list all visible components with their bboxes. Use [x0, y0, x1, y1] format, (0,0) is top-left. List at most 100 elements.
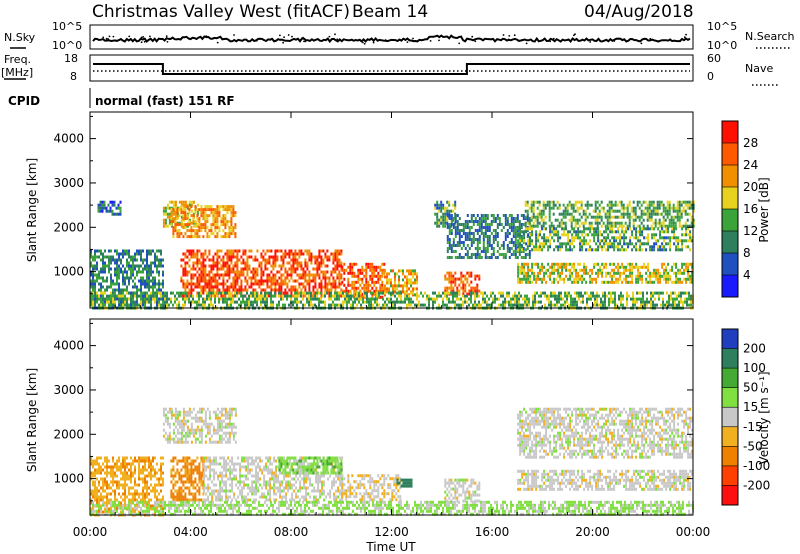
nsky-dot	[149, 35, 151, 38]
power-cell	[460, 223, 463, 226]
power-cell	[488, 303, 490, 307]
power-cell	[174, 226, 177, 230]
power-cell	[558, 203, 561, 207]
power-cell	[222, 261, 225, 265]
power-cell	[146, 294, 148, 298]
power-cell	[448, 226, 451, 229]
power-cell	[613, 236, 616, 240]
power-cell	[278, 276, 281, 280]
power-cell	[130, 300, 132, 304]
power-cell	[148, 285, 150, 289]
power-cell	[216, 211, 219, 215]
power-cell	[384, 284, 386, 288]
power-cell	[304, 279, 307, 283]
power-cell	[444, 209, 447, 213]
power-cell	[160, 294, 162, 298]
power-cell	[126, 264, 128, 268]
power-cell	[672, 300, 674, 304]
power-cell	[613, 248, 616, 252]
power-cell	[246, 279, 249, 283]
power-cell	[196, 249, 199, 253]
power-cell	[216, 270, 219, 274]
power-cell	[468, 289, 471, 293]
power-cell	[599, 233, 602, 237]
power-cell	[482, 291, 484, 295]
power-cell	[216, 255, 219, 259]
power-cell	[190, 235, 193, 239]
nsky-dot	[576, 38, 578, 41]
power-cell	[591, 280, 594, 284]
power-cell	[214, 273, 217, 277]
power-cell	[192, 282, 195, 286]
power-cell	[543, 233, 546, 237]
power-cell	[90, 255, 92, 259]
power-cell	[654, 212, 657, 216]
power-cell	[158, 288, 160, 292]
power-cell	[122, 300, 124, 304]
power-cell	[597, 245, 600, 249]
power-cell	[126, 249, 128, 253]
power-cell	[564, 212, 567, 216]
power-cell	[472, 241, 475, 244]
power-cell	[172, 209, 175, 213]
power-cell	[162, 224, 165, 228]
power-cell	[668, 203, 671, 207]
power-cell	[132, 267, 134, 271]
power-cell	[480, 220, 483, 223]
power-cell	[541, 236, 544, 240]
power-cell	[386, 297, 388, 301]
power-cell	[200, 285, 203, 289]
power-cell	[282, 261, 285, 265]
power-cell	[658, 291, 660, 295]
power-cell	[312, 303, 314, 307]
power-cell	[318, 273, 321, 277]
power-cell	[684, 203, 687, 207]
power-cell	[508, 247, 511, 250]
power-cell	[436, 297, 438, 301]
power-cell	[310, 291, 312, 295]
power-cell	[444, 303, 446, 307]
power-cell	[284, 249, 287, 253]
power-cell	[138, 279, 140, 283]
power-cell	[371, 286, 374, 290]
power-cell	[673, 233, 676, 237]
power-cell	[294, 249, 297, 253]
power-cell	[448, 247, 451, 250]
power-cell	[566, 209, 569, 213]
nsky-dot	[102, 36, 105, 39]
power-cell	[172, 220, 175, 224]
power-cell	[246, 300, 248, 304]
nave-bottom-tick: 0	[707, 70, 714, 83]
power-cell	[472, 291, 474, 295]
velocity-cell	[94, 486, 96, 490]
power-cell	[136, 303, 138, 307]
power-cell	[524, 297, 526, 301]
power-cell	[94, 267, 96, 271]
power-cell	[234, 288, 237, 292]
power-cell	[586, 200, 589, 204]
power-cell	[448, 238, 451, 241]
power-cell	[324, 285, 327, 289]
power-cell	[146, 300, 148, 304]
power-cell	[92, 267, 94, 271]
power-cell	[222, 235, 225, 239]
power-cell	[290, 297, 292, 301]
power-cell	[446, 247, 449, 250]
power-cell	[543, 239, 546, 243]
power-cell	[312, 291, 315, 295]
power-cell	[541, 277, 544, 281]
power-cell	[294, 291, 296, 295]
power-cell	[288, 261, 291, 265]
power-cell	[208, 279, 211, 283]
power-cell	[553, 227, 556, 231]
power-cell	[442, 297, 444, 301]
power-cell	[583, 277, 586, 281]
power-cell	[134, 252, 136, 256]
power-cell	[388, 272, 390, 276]
power-cell	[328, 255, 331, 259]
power-cell	[272, 276, 275, 280]
power-cell	[212, 255, 215, 259]
power-cell	[270, 285, 273, 289]
power-cell	[482, 226, 485, 229]
